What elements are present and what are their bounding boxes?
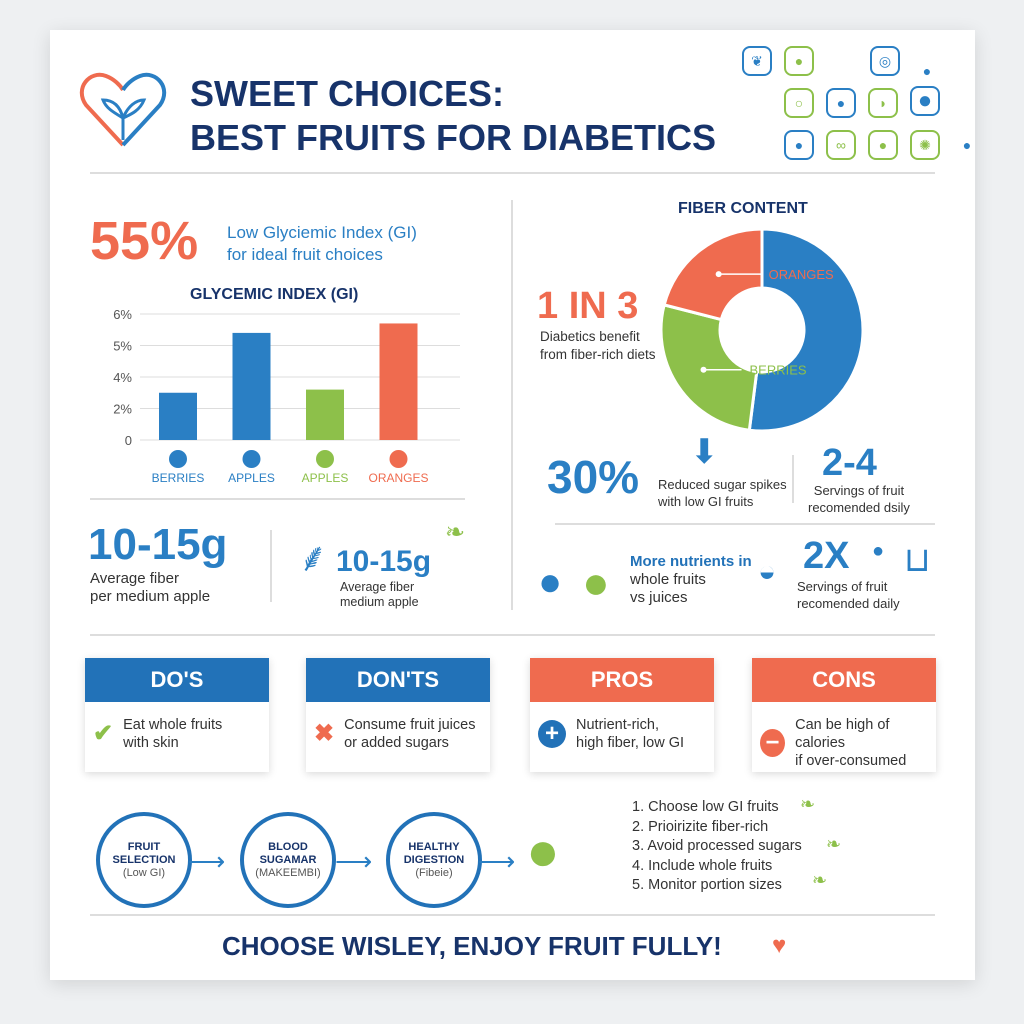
x-tick-label: APPLES: [302, 471, 349, 485]
juice-glass-icon: ⊔: [904, 541, 931, 579]
gi-chart-title: GLYCEMIC INDEX (GI): [190, 286, 359, 303]
wheat-icon: ⸙: [298, 536, 328, 580]
2x-stat-value: 2X: [803, 535, 850, 577]
apple-icon: ●: [872, 540, 885, 562]
apple-icon: ○: [784, 88, 814, 118]
green-apple-icon: ●: [526, 819, 560, 882]
2x-stat-text: Servings of fruit recomended daily: [797, 579, 900, 611]
divider: [555, 523, 935, 525]
y-tick-label: 6%: [113, 307, 132, 322]
donts-card: DON'TS ✖ Consume fruit juices or added suga…: [306, 658, 490, 772]
sugar-stat-text: Reduced sugar spikes with low GI fruits: [658, 477, 787, 509]
fruit-bowl-icon: ◒: [758, 555, 777, 588]
leaf-icon: ❧: [445, 519, 466, 546]
divider: [270, 530, 272, 602]
heart-leaf-logo: [79, 72, 167, 147]
heart-icon: ♥: [772, 932, 787, 959]
leaf-icon: ❧: [826, 834, 842, 854]
arrow-right-icon: ⟶: [478, 846, 516, 876]
servings-stat-value: 2-4: [822, 442, 877, 484]
y-tick-label: 5%: [113, 339, 132, 354]
x-icon: ✖: [314, 720, 335, 747]
divider: [90, 172, 935, 174]
footer-slogan: CHOOSE WISLEY, ENJOY FRUIT FULLY!: [222, 931, 722, 961]
donut-slice: [747, 227, 865, 433]
x-tick-label: BERRIES: [152, 471, 205, 485]
y-tick-label: 0: [125, 433, 132, 448]
fiber-donut-chart: BERRIES ORANGES: [659, 227, 865, 433]
divider: [90, 498, 465, 500]
x-tick-label: APPLES: [228, 471, 275, 485]
green-apple-icon: ●: [582, 556, 610, 608]
fruit-icon: [242, 450, 261, 468]
x-tick-label: ORANGES: [368, 471, 428, 485]
bar: [232, 332, 271, 440]
leaf-icon: ❧: [800, 794, 816, 814]
apple-icon: ●: [784, 130, 814, 160]
arrow-right-icon: ⟶: [335, 846, 373, 876]
dos-card: DO'S ✔ Eat whole fruits with skin: [85, 658, 269, 772]
blueberry-icon: ●: [910, 86, 940, 116]
flow-step-fruit-selection: FRUIT SELECTION (Low GI): [96, 812, 192, 908]
leaf-icon: ❧: [812, 870, 828, 890]
bar: [159, 392, 197, 440]
fiber-stat-text-2: Average fiber medium apple: [340, 580, 419, 609]
apple-icon: ●: [868, 130, 898, 160]
sugar-stat-value: 30%: [547, 451, 640, 503]
y-tick-label: 2%: [113, 402, 132, 417]
apple-icon: ●: [962, 137, 972, 153]
arrow-right-icon: ⟶: [188, 846, 226, 876]
ring-icon: ◎: [870, 46, 900, 76]
one-in-three-value: 1 IN 3: [537, 285, 639, 327]
cons-card: CONS − Can be high of calories if over-cons…: [752, 658, 936, 772]
cherry-icon: ∞: [826, 130, 856, 160]
slice-label: BERRIES: [750, 363, 807, 378]
servings-stat-text: Servings of fruit recomended dsily: [808, 483, 910, 515]
fruit-icon: [169, 450, 187, 468]
gi-bar-chart: 0 2% 4% 5% 6% BERRIES APPLES APPLES ORANGES: [113, 307, 460, 485]
slice-label: ORANGES: [769, 267, 834, 282]
apple-icon: ●: [784, 46, 814, 76]
fiber-stat-text: Average fiber per medium apple: [90, 570, 211, 605]
one-in-three-text: Diabetics benefit from fiber-rich diets: [540, 329, 656, 362]
divider: [511, 200, 513, 610]
pear-icon: ◗: [868, 88, 898, 118]
fiber-chart-title: FIBER CONTENT: [678, 200, 808, 217]
fiber-stat-value-2: 10-15g: [336, 545, 432, 578]
minus-icon: −: [760, 729, 786, 757]
fruit-icon: [389, 450, 408, 468]
apple-icon: ●: [826, 88, 856, 118]
divider: [90, 634, 935, 636]
gi-stat-value: 55%: [90, 211, 199, 271]
lime-icon: ✺: [910, 130, 940, 160]
flow-step-blood-sugar: BLOOD SUGAMAR (MAKEEMBI): [240, 812, 336, 908]
label-dot: [700, 366, 707, 373]
pros-card: PROS + Nutrient-rich, high fiber, low GI: [530, 658, 714, 772]
divider: [792, 455, 794, 503]
check-icon: ✔: [93, 720, 114, 747]
bar: [306, 389, 344, 440]
bar: [379, 323, 418, 440]
gi-stat-text: Low Glyciemic Index (GI) for ideal fruit …: [227, 223, 417, 264]
donut-slice: [662, 227, 764, 322]
down-arrow-icon: ⬇: [690, 433, 719, 471]
apple-icon: ●: [922, 63, 932, 79]
tips-list: 1. Choose low GI fruits 2. Prioirizite fi…: [632, 799, 802, 893]
nutrients-text: More nutrients in whole fruits vs juices: [630, 553, 752, 606]
divider: [90, 914, 935, 916]
flow-step-healthy-digestion: HEALTHY DIGESTION (Fibeie): [386, 812, 482, 908]
plus-icon: +: [538, 720, 566, 748]
fiber-stat-value: 10-15g: [88, 520, 228, 569]
y-tick-label: 4%: [113, 370, 132, 385]
fruit-icon: [316, 450, 334, 468]
leaf-icon: ❦: [742, 46, 772, 76]
apple-icon: ●: [538, 560, 563, 604]
donut-slice: [659, 303, 759, 432]
page-title: SWEET CHOICES: BEST FRUITS FOR DIABETICS: [190, 73, 717, 158]
